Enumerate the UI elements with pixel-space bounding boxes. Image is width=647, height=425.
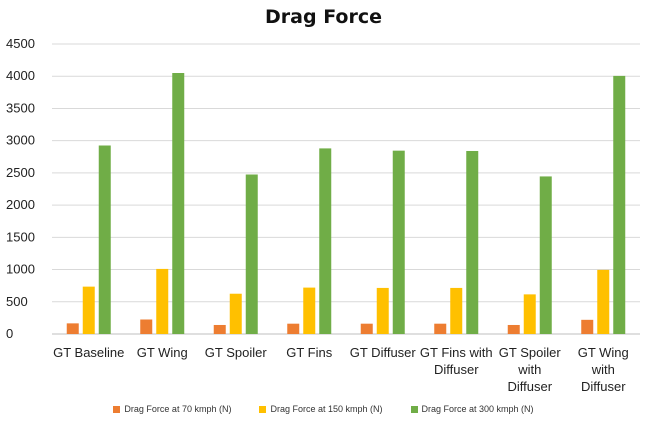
bar	[319, 148, 332, 334]
bar	[245, 174, 258, 334]
bar	[98, 145, 111, 334]
chart-title: Drag Force	[265, 6, 382, 28]
y-tick-label: 2500	[6, 165, 35, 180]
legend-label: Drag Force at 300 kmph (N)	[421, 404, 534, 414]
bar	[172, 73, 185, 334]
legend-item: Drag Force at 70 kmph (N)	[113, 404, 231, 414]
x-tick-label: Diffuser	[434, 362, 479, 377]
legend-label: Drag Force at 150 kmph (N)	[270, 404, 383, 414]
bar	[140, 319, 153, 334]
y-tick-label: 0	[6, 326, 13, 341]
x-tick-label: GT Fins with	[420, 345, 493, 360]
bar	[229, 293, 242, 334]
bar	[303, 287, 316, 334]
bar	[156, 268, 169, 334]
x-tick-label: with	[517, 362, 541, 377]
legend-item: Drag Force at 150 kmph (N)	[259, 404, 383, 414]
y-tick-label: 500	[6, 294, 28, 309]
bar	[376, 287, 389, 334]
x-tick-label: Diffuser	[581, 379, 626, 394]
x-tick-label: with	[591, 362, 615, 377]
bar	[613, 75, 626, 335]
legend-swatch	[410, 405, 418, 413]
legend-swatch	[259, 405, 267, 413]
x-tick-label: GT Diffuser	[350, 345, 417, 360]
y-tick-label: 4500	[6, 36, 35, 51]
bar	[82, 286, 95, 334]
y-tick-label: 4000	[6, 68, 35, 83]
legend-label: Drag Force at 70 kmph (N)	[124, 404, 232, 414]
bar	[523, 294, 536, 334]
x-tick-label: GT Baseline	[53, 345, 124, 360]
x-tick-label: Diffuser	[507, 379, 552, 394]
x-tick-label: GT Fins	[286, 345, 332, 360]
legend: Drag Force at 70 kmph (N) Drag Force at 1…	[0, 404, 647, 414]
bar	[507, 324, 520, 334]
bar	[597, 269, 610, 334]
bar	[450, 287, 463, 334]
y-tick-label: 1500	[6, 229, 35, 244]
y-tick-label: 2000	[6, 197, 35, 212]
bar	[287, 323, 300, 334]
bar	[392, 150, 405, 334]
x-tick-label: GT Spoiler	[499, 345, 562, 360]
x-tick-label: GT Spoiler	[205, 345, 268, 360]
y-tick-label: 3500	[6, 100, 35, 115]
bar	[66, 323, 79, 334]
bar	[434, 323, 447, 334]
y-tick-label: 1000	[6, 262, 35, 277]
bar	[213, 324, 226, 334]
bar	[539, 176, 552, 334]
bar	[360, 323, 373, 334]
legend-item: Drag Force at 300 kmph (N)	[410, 404, 534, 414]
x-tick-label: GT Wing	[137, 345, 188, 360]
bar	[466, 150, 479, 334]
y-tick-label: 3000	[6, 133, 35, 148]
legend-swatch	[113, 405, 121, 413]
x-tick-label: GT Wing	[578, 345, 629, 360]
bar	[581, 319, 594, 334]
